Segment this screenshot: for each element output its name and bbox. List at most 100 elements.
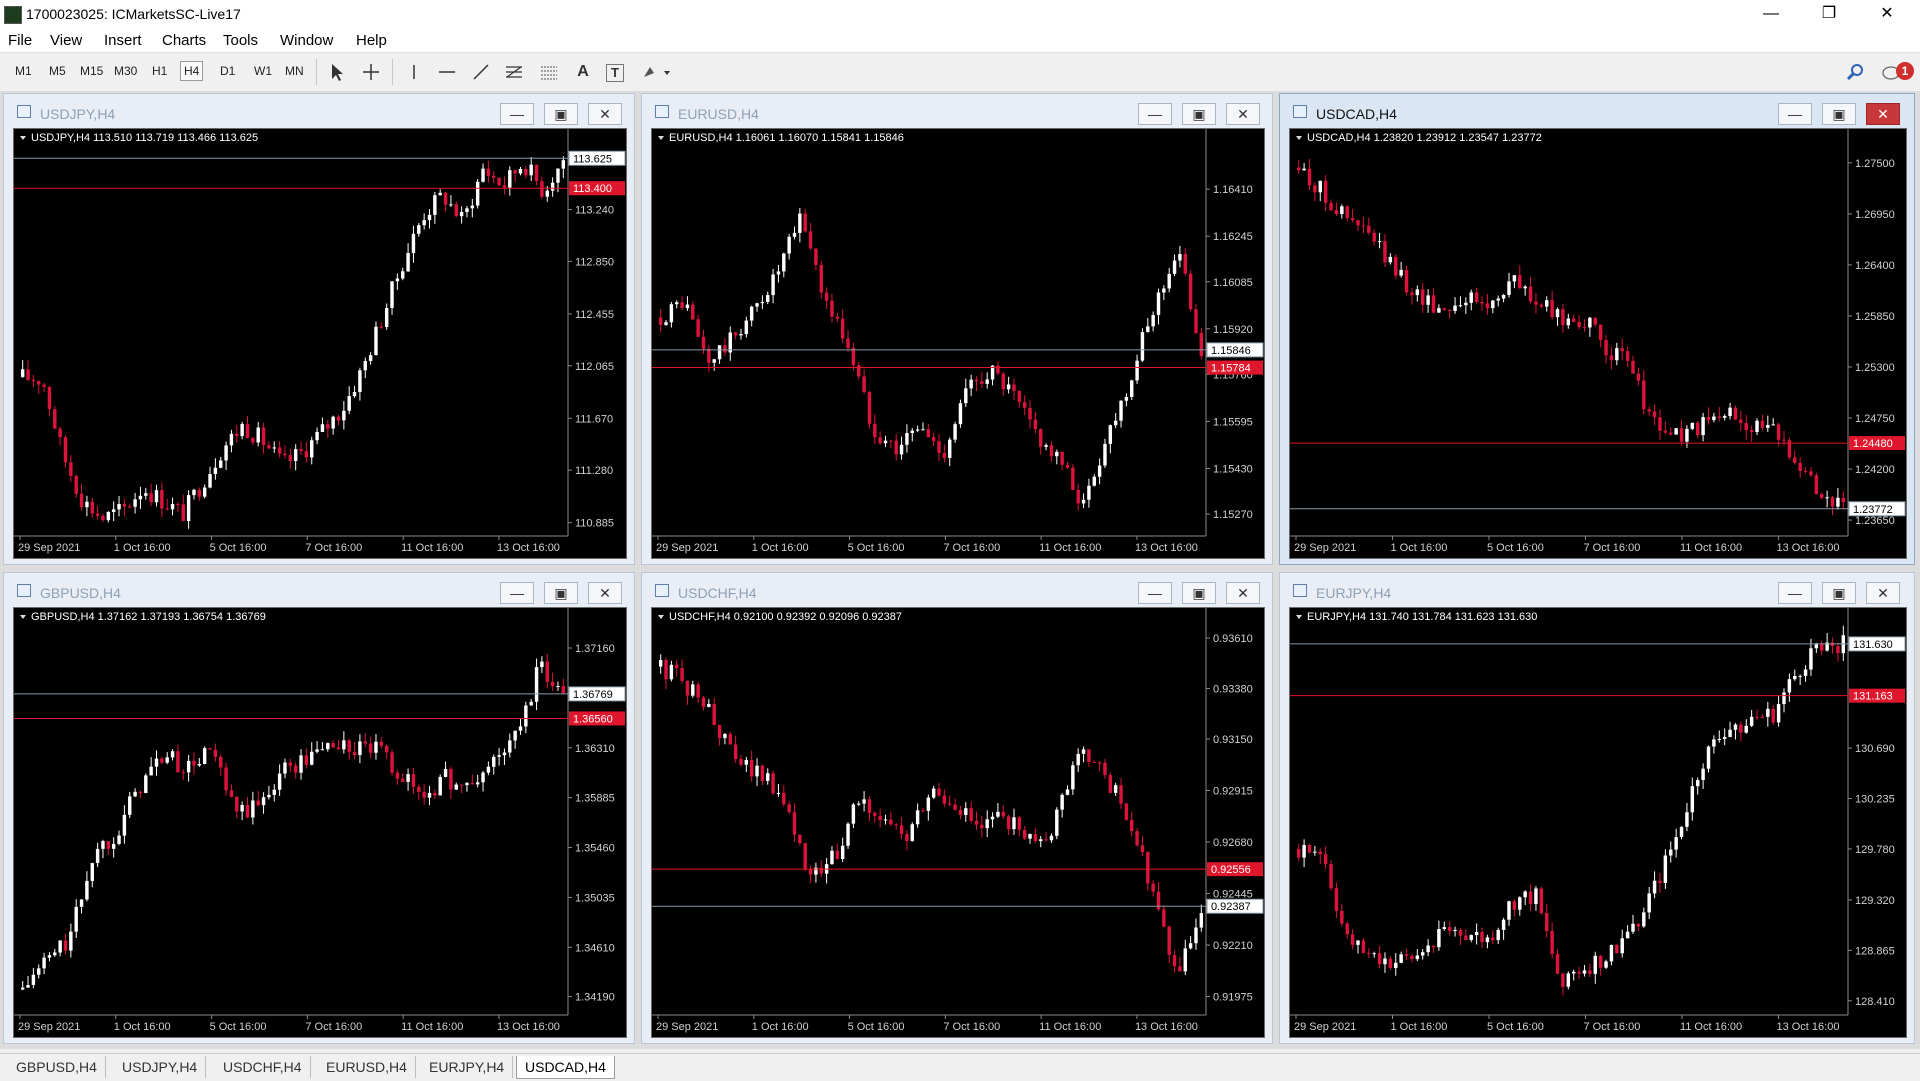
trendline-icon[interactable] xyxy=(470,61,492,83)
chart-window-gbpusd[interactable]: GBPUSD,H4 — ▣ ✕ 1.37160 1.36310 1.35885 1.3… xyxy=(3,572,635,1044)
candle-body xyxy=(90,501,94,514)
minimize-window-button[interactable]: — xyxy=(1763,5,1779,22)
close-chart-button[interactable]: ✕ xyxy=(1866,103,1900,125)
tab-usdchf[interactable]: USDCHF,H4 xyxy=(215,1056,311,1078)
maximize-chart-button[interactable]: ▣ xyxy=(1182,582,1216,604)
price-tick-label: 1.35460 xyxy=(575,843,615,855)
tab-usdjpy[interactable]: USDJPY,H4 xyxy=(114,1056,207,1078)
close-chart-button[interactable]: ✕ xyxy=(1866,582,1900,604)
candle-body xyxy=(1814,475,1819,495)
chart-plot[interactable]: 0.93610 0.93380 0.93150 0.92915 0.92680 0.924… xyxy=(651,607,1265,1038)
candle-body xyxy=(1431,945,1436,948)
close-chart-button[interactable]: ✕ xyxy=(588,103,622,125)
timeframe-m30-button[interactable]: M30 xyxy=(114,64,138,78)
candle-body xyxy=(454,204,458,217)
chart-plot[interactable]: 1.27500 1.26950 1.26400 1.25850 1.25300 1.247… xyxy=(1289,128,1907,559)
minimize-chart-button[interactable]: — xyxy=(1138,582,1172,604)
tab-eurjpy[interactable]: EURJPY,H4 xyxy=(421,1056,514,1078)
chart-window-usdchf[interactable]: USDCHF,H4 — ▣ ✕ 0.93610 0.93380 0.93150 0.9… xyxy=(641,572,1273,1044)
search-icon[interactable] xyxy=(1845,61,1867,83)
candle-body xyxy=(728,332,732,353)
tab-usdcad[interactable]: USDCAD,H4 xyxy=(516,1056,615,1079)
close-chart-button[interactable]: ✕ xyxy=(1226,582,1260,604)
crosshair-icon[interactable] xyxy=(360,61,382,83)
candle-body xyxy=(417,786,421,792)
menu-view[interactable]: View xyxy=(50,32,83,49)
price-tick-label: 128.410 xyxy=(1855,996,1895,1008)
close-window-button[interactable]: ✕ xyxy=(1880,5,1894,22)
maximize-chart-button[interactable]: ▣ xyxy=(544,582,578,604)
menu-tools[interactable]: Tools xyxy=(223,32,259,49)
candle-body xyxy=(1140,332,1145,361)
chart-plot[interactable]: 1.37160 1.36310 1.35885 1.35460 1.35035 1.346… xyxy=(13,607,627,1038)
text-icon[interactable]: A xyxy=(577,63,589,80)
candle-body xyxy=(1081,749,1086,754)
channel-icon[interactable] xyxy=(538,61,560,83)
time-tick-label: 5 Oct 16:00 xyxy=(1487,1021,1544,1033)
timeframe-w1-button[interactable]: W1 xyxy=(254,64,272,78)
cursor-icon[interactable] xyxy=(325,61,347,83)
close-chart-button[interactable]: ✕ xyxy=(1226,103,1260,125)
minimize-chart-button[interactable]: — xyxy=(1138,103,1172,125)
candle-body xyxy=(1474,931,1479,936)
time-tick-label: 7 Oct 16:00 xyxy=(305,542,362,554)
menu-help[interactable]: Help xyxy=(356,32,387,49)
candle-body xyxy=(717,345,722,360)
candle-body xyxy=(1782,439,1786,441)
candle-body xyxy=(95,513,100,516)
maximize-chart-button[interactable]: ▣ xyxy=(1822,582,1856,604)
candle-body xyxy=(766,773,770,781)
chart-window-eurjpy[interactable]: EURJPY,H4 — ▣ ✕ 130.690 130.235 129.780 129… xyxy=(1279,572,1915,1044)
timeframe-m1-button[interactable]: M1 xyxy=(15,64,32,78)
tab-gbpusd[interactable]: GBPUSD,H4 xyxy=(8,1056,106,1078)
candle-body xyxy=(1028,834,1032,839)
candle-body xyxy=(1431,295,1436,313)
restore-window-button[interactable]: ❐ xyxy=(1821,5,1837,22)
shapes-dropdown-icon[interactable] xyxy=(640,61,674,83)
chart-window-usdjpy[interactable]: USDJPY,H4 — ▣ ✕ 113.240 112.850 112.455 112… xyxy=(3,93,635,565)
fibonacci-icon[interactable] xyxy=(503,61,525,83)
horizontal-line-icon[interactable] xyxy=(436,61,458,83)
timeframe-m15-button[interactable]: M15 xyxy=(80,64,104,78)
menu-insert[interactable]: Insert xyxy=(104,32,142,49)
menu-charts[interactable]: Charts xyxy=(162,32,207,49)
minimize-chart-button[interactable]: — xyxy=(1778,103,1812,125)
close-chart-button[interactable]: ✕ xyxy=(588,582,622,604)
time-tick-label: 11 Oct 16:00 xyxy=(401,1021,463,1033)
menu-file[interactable]: File xyxy=(8,32,33,49)
timeframe-m5-button[interactable]: M5 xyxy=(49,64,66,78)
chart-plot[interactable]: 130.690 130.235 129.780 129.320 128.865 128.4… xyxy=(1289,607,1907,1038)
timeframe-h1-button[interactable]: H1 xyxy=(152,64,168,78)
candle-body xyxy=(1609,355,1614,361)
chart-window-usdcad[interactable]: USDCAD,H4 — ▣ ✕ 1.27500 1.26950 1.26400 1.2… xyxy=(1279,93,1915,565)
candle-body xyxy=(691,304,695,320)
minimize-chart-button[interactable]: — xyxy=(1778,582,1812,604)
maximize-chart-button[interactable]: ▣ xyxy=(1822,103,1856,125)
menu-window[interactable]: Window xyxy=(280,32,334,49)
chart-plot[interactable]: 113.240 112.850 112.455 112.065 111.670 111.2… xyxy=(13,128,627,559)
minimize-chart-button[interactable]: — xyxy=(500,103,534,125)
candle-body xyxy=(1523,286,1527,289)
timeframe-mn-button[interactable]: MN xyxy=(285,64,304,78)
text-label-icon[interactable]: T xyxy=(606,64,624,82)
maximize-chart-button[interactable]: ▣ xyxy=(1182,103,1216,125)
order-price-tag xyxy=(1849,688,1905,703)
maximize-chart-button[interactable]: ▣ xyxy=(544,103,578,125)
candle-body xyxy=(1119,400,1123,421)
vertical-line-icon[interactable] xyxy=(403,61,425,83)
timeframe-d1-button[interactable]: D1 xyxy=(220,64,236,78)
candle-body xyxy=(550,182,555,191)
minimize-chart-button[interactable]: — xyxy=(500,582,534,604)
candle-body xyxy=(1044,445,1048,447)
price-tick-label: 1.35885 xyxy=(575,793,615,805)
candle-body xyxy=(1647,893,1651,913)
candle-body xyxy=(1631,360,1635,374)
notification-badge[interactable]: 1 xyxy=(1896,62,1914,80)
candle-body xyxy=(1345,923,1349,935)
candle-body xyxy=(58,940,62,953)
timeframe-h4-button[interactable]: H4 xyxy=(180,61,204,81)
candle-body xyxy=(1318,851,1322,855)
chart-plot[interactable]: 1.16410 1.16245 1.16085 1.15920 1.15760 1.155… xyxy=(651,128,1265,559)
chart-window-eurusd[interactable]: EURUSD,H4 — ▣ ✕ 1.16410 1.16245 1.16085 1.1… xyxy=(641,93,1273,565)
tab-eurusd[interactable]: EURUSD,H4 xyxy=(318,1056,416,1078)
